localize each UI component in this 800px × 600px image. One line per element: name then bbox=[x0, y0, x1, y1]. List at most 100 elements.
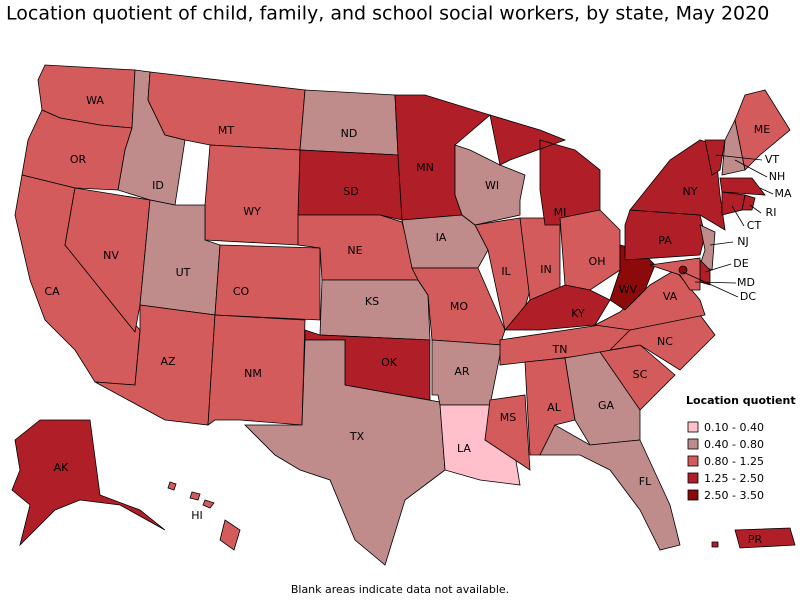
state bbox=[204, 144, 301, 246]
legend-title: Location quotient bbox=[686, 394, 796, 407]
state-label: NJ bbox=[737, 235, 748, 248]
states bbox=[11, 64, 796, 566]
state-label: WI bbox=[485, 179, 499, 192]
state bbox=[454, 144, 526, 226]
state-label: ND bbox=[341, 127, 358, 140]
leader-line bbox=[709, 241, 734, 246]
state-label: MI bbox=[554, 206, 567, 219]
legend-swatch bbox=[687, 472, 699, 484]
state bbox=[214, 244, 321, 321]
state bbox=[711, 527, 796, 549]
state bbox=[559, 209, 621, 291]
leader-line bbox=[682, 271, 739, 298]
state bbox=[299, 89, 399, 156]
state-label: TN bbox=[552, 343, 568, 356]
state-label: NV bbox=[103, 249, 119, 262]
leader-line bbox=[715, 154, 763, 161]
state bbox=[649, 257, 701, 291]
state-label: TX bbox=[349, 430, 365, 443]
state-label: DC bbox=[740, 290, 756, 303]
state-label: ID bbox=[152, 179, 164, 192]
leader-line bbox=[731, 205, 745, 227]
legend-label: 0.80 - 1.25 bbox=[704, 455, 764, 468]
state-label: NH bbox=[769, 170, 786, 183]
state-label: NY bbox=[683, 185, 698, 198]
state bbox=[539, 424, 681, 551]
state-label: KS bbox=[365, 295, 379, 308]
state bbox=[244, 339, 446, 566]
state-label: PR bbox=[748, 533, 763, 546]
note: Blank areas indicate data not available. bbox=[291, 583, 509, 596]
legend-swatch bbox=[687, 438, 699, 450]
state-label: AR bbox=[454, 365, 470, 378]
state bbox=[719, 177, 766, 196]
state-label: PA bbox=[658, 234, 672, 247]
state bbox=[167, 481, 241, 551]
leader-line bbox=[734, 159, 768, 178]
state-label: OH bbox=[589, 255, 606, 268]
state-labels: WA OR CA NV ID MT WY UT CO AZ NM ND SD NE KS OK TX MN IA MO… bbox=[44, 94, 792, 546]
state-label: MN bbox=[416, 161, 434, 174]
legend-swatch bbox=[687, 421, 699, 433]
state-label: AZ bbox=[160, 355, 176, 368]
state-label: AK bbox=[54, 461, 70, 474]
state-label: UT bbox=[176, 266, 191, 279]
state bbox=[504, 284, 611, 331]
legend-swatch bbox=[687, 455, 699, 467]
state-label: VA bbox=[663, 290, 678, 303]
state-label: NC bbox=[657, 335, 673, 348]
state bbox=[678, 265, 688, 275]
state-label: CA bbox=[44, 285, 60, 298]
state-label: NE bbox=[347, 244, 362, 257]
state-label: ME bbox=[754, 123, 770, 136]
legend-label: 1.25 - 2.50 bbox=[704, 472, 764, 485]
state-label: MO bbox=[450, 300, 468, 313]
state-label: WY bbox=[243, 205, 261, 218]
state-label: OR bbox=[70, 153, 87, 166]
state bbox=[734, 89, 791, 171]
state-label: OK bbox=[381, 356, 398, 369]
state-label: IN bbox=[540, 263, 551, 276]
legend-label: 0.10 - 0.40 bbox=[704, 421, 764, 434]
state-label: FL bbox=[639, 475, 652, 488]
state-label: MS bbox=[500, 411, 516, 424]
state-label: GA bbox=[598, 399, 615, 412]
leader-line bbox=[694, 281, 737, 284]
state bbox=[704, 139, 726, 176]
state-label: IL bbox=[501, 265, 511, 278]
legend-label: 0.40 - 0.80 bbox=[704, 438, 764, 451]
state-label: DE bbox=[733, 257, 748, 270]
state-label: WA bbox=[86, 94, 104, 107]
state-label: MT bbox=[218, 124, 234, 137]
state-label: NM bbox=[244, 367, 262, 380]
state-label: MA bbox=[774, 187, 791, 200]
state-label: RI bbox=[766, 206, 777, 219]
state-label: SC bbox=[633, 368, 648, 381]
legend-label: 2.50 - 3.50 bbox=[704, 489, 764, 502]
state bbox=[721, 191, 746, 216]
leader-line bbox=[759, 187, 774, 195]
leader-line bbox=[704, 263, 732, 273]
state bbox=[484, 394, 531, 471]
state-label: MD bbox=[737, 276, 755, 289]
state bbox=[297, 149, 403, 221]
state bbox=[319, 279, 431, 341]
legend-swatch bbox=[687, 489, 699, 501]
state-label: LA bbox=[457, 442, 471, 455]
state-label: SD bbox=[343, 185, 358, 198]
state-label: AL bbox=[547, 401, 562, 414]
leader-line bbox=[749, 204, 762, 214]
state-label: IA bbox=[436, 231, 447, 244]
state bbox=[207, 314, 306, 426]
state-label: VT bbox=[765, 153, 780, 166]
state-label: WV bbox=[619, 283, 638, 296]
map-title: Location quotient of child, family, and … bbox=[6, 3, 769, 25]
state-label: CO bbox=[233, 285, 250, 298]
state-label: HI bbox=[191, 509, 203, 522]
state bbox=[64, 187, 151, 333]
legend: 0.10 - 0.40 0.40 - 0.80 0.80 - 1.25 1.25 - … bbox=[687, 421, 764, 502]
state-label: KY bbox=[571, 307, 585, 320]
state bbox=[11, 419, 166, 547]
state-label: CT bbox=[747, 219, 762, 232]
